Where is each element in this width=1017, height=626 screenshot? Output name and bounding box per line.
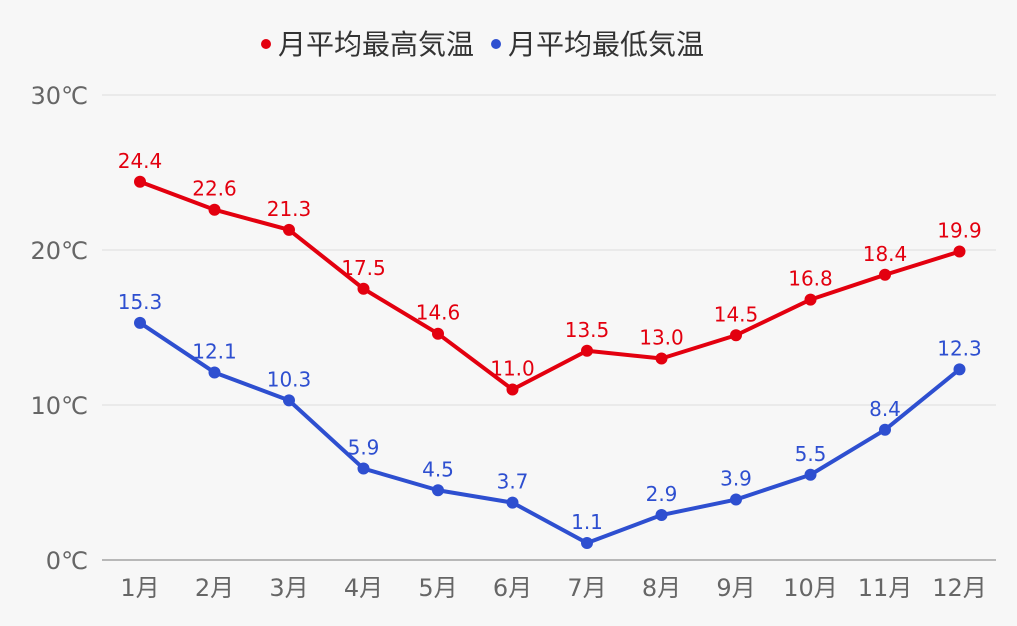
x-tick-label: 12月 (932, 574, 987, 602)
data-label: 16.8 (788, 267, 833, 291)
data-point[interactable] (581, 536, 593, 549)
grid-lines (102, 94, 996, 561)
legend-marker (261, 39, 271, 49)
y-tick-label: 10℃ (31, 392, 89, 420)
data-point[interactable] (879, 268, 891, 281)
legend-item-1[interactable]: 月平均最高気温 (261, 28, 474, 61)
series-1: 24.4 22.6 21.3 17.5 14.6 11.0 13.5 13.0 14.5 16.8… (118, 149, 982, 396)
data-point[interactable] (357, 282, 370, 295)
data-point[interactable] (432, 484, 444, 497)
data-label: 13.0 (639, 326, 684, 350)
data-label: 21.3 (267, 197, 312, 221)
data-point[interactable] (879, 423, 891, 436)
data-point[interactable] (655, 509, 668, 522)
x-tick-label: 5月 (418, 574, 457, 602)
data-label: 12.3 (937, 336, 982, 360)
x-axis-ticks: 1月 2月 3月 4月 5月 6月 7月 8月 9月 10月 11月 12月 (120, 574, 986, 602)
y-tick-label: 0℃ (46, 547, 88, 575)
legend[interactable]: 月平均最高気温 月平均最低気温 (261, 28, 704, 61)
x-tick-label: 1月 (120, 574, 159, 602)
data-point[interactable] (208, 366, 221, 379)
x-tick-label: 6月 (493, 574, 532, 602)
data-label: 10.3 (267, 367, 312, 391)
data-point[interactable] (432, 327, 444, 340)
data-label: 15.3 (118, 290, 163, 314)
data-label: 4.5 (422, 457, 454, 481)
x-tick-label: 2月 (195, 574, 234, 602)
data-point[interactable] (804, 293, 817, 306)
x-tick-label: 3月 (269, 574, 308, 602)
y-tick-label: 20℃ (31, 237, 89, 265)
series-line (138, 179, 962, 392)
data-point[interactable] (208, 203, 221, 216)
series-line (138, 320, 962, 545)
data-label: 3.9 (720, 467, 752, 491)
data-label: 5.9 (348, 436, 380, 460)
x-tick-label: 11月 (858, 574, 913, 602)
data-label: 24.4 (118, 149, 163, 173)
legend-marker (491, 39, 502, 49)
legend-label: 月平均最高気温 (278, 28, 474, 61)
legend-label: 月平均最低気温 (508, 28, 704, 61)
x-tick-label: 8月 (642, 574, 681, 602)
data-point[interactable] (953, 245, 966, 258)
data-label: 3.7 (497, 470, 529, 494)
data-point[interactable] (804, 468, 817, 481)
series-2: 15.3 12.1 10.3 5.9 4.5 3.7 1.1 2.9 3.9 5.5 8.4 12.3 (118, 290, 982, 549)
data-point[interactable] (134, 175, 146, 188)
x-tick-label: 4月 (344, 574, 383, 602)
y-tick-label: 30℃ (31, 82, 89, 110)
data-label: 8.4 (869, 397, 901, 421)
data-point[interactable] (134, 316, 146, 329)
data-point[interactable] (953, 363, 966, 376)
data-label: 19.9 (937, 219, 982, 243)
data-point[interactable] (730, 329, 742, 342)
data-label: 12.1 (192, 339, 237, 363)
data-point[interactable] (283, 223, 295, 236)
data-label: 11.0 (490, 357, 535, 381)
data-label: 13.5 (565, 318, 610, 342)
x-tick-label: 10月 (783, 574, 838, 602)
data-label: 1.1 (571, 510, 603, 534)
data-label: 18.4 (863, 242, 908, 266)
data-point[interactable] (730, 493, 742, 506)
y-axis-ticks: 0℃ 10℃ 20℃ 30℃ (31, 82, 89, 575)
x-tick-label: 7月 (567, 574, 606, 602)
legend-item-2[interactable]: 月平均最低気温 (491, 28, 704, 61)
data-point[interactable] (357, 462, 370, 475)
data-label: 17.5 (341, 256, 386, 280)
data-point[interactable] (283, 394, 295, 407)
data-label: 14.5 (714, 302, 759, 326)
data-point[interactable] (655, 352, 668, 365)
data-label: 5.5 (795, 442, 827, 466)
data-point[interactable] (506, 383, 519, 396)
data-label: 22.6 (192, 177, 237, 201)
x-tick-label: 9月 (716, 574, 755, 602)
data-point[interactable] (506, 496, 519, 509)
data-point[interactable] (581, 344, 593, 357)
series-layer: 24.4 22.6 21.3 17.5 14.6 11.0 13.5 13.0 14.5 16.8… (118, 149, 982, 549)
data-label: 2.9 (646, 482, 678, 506)
data-label: 14.6 (416, 301, 461, 325)
